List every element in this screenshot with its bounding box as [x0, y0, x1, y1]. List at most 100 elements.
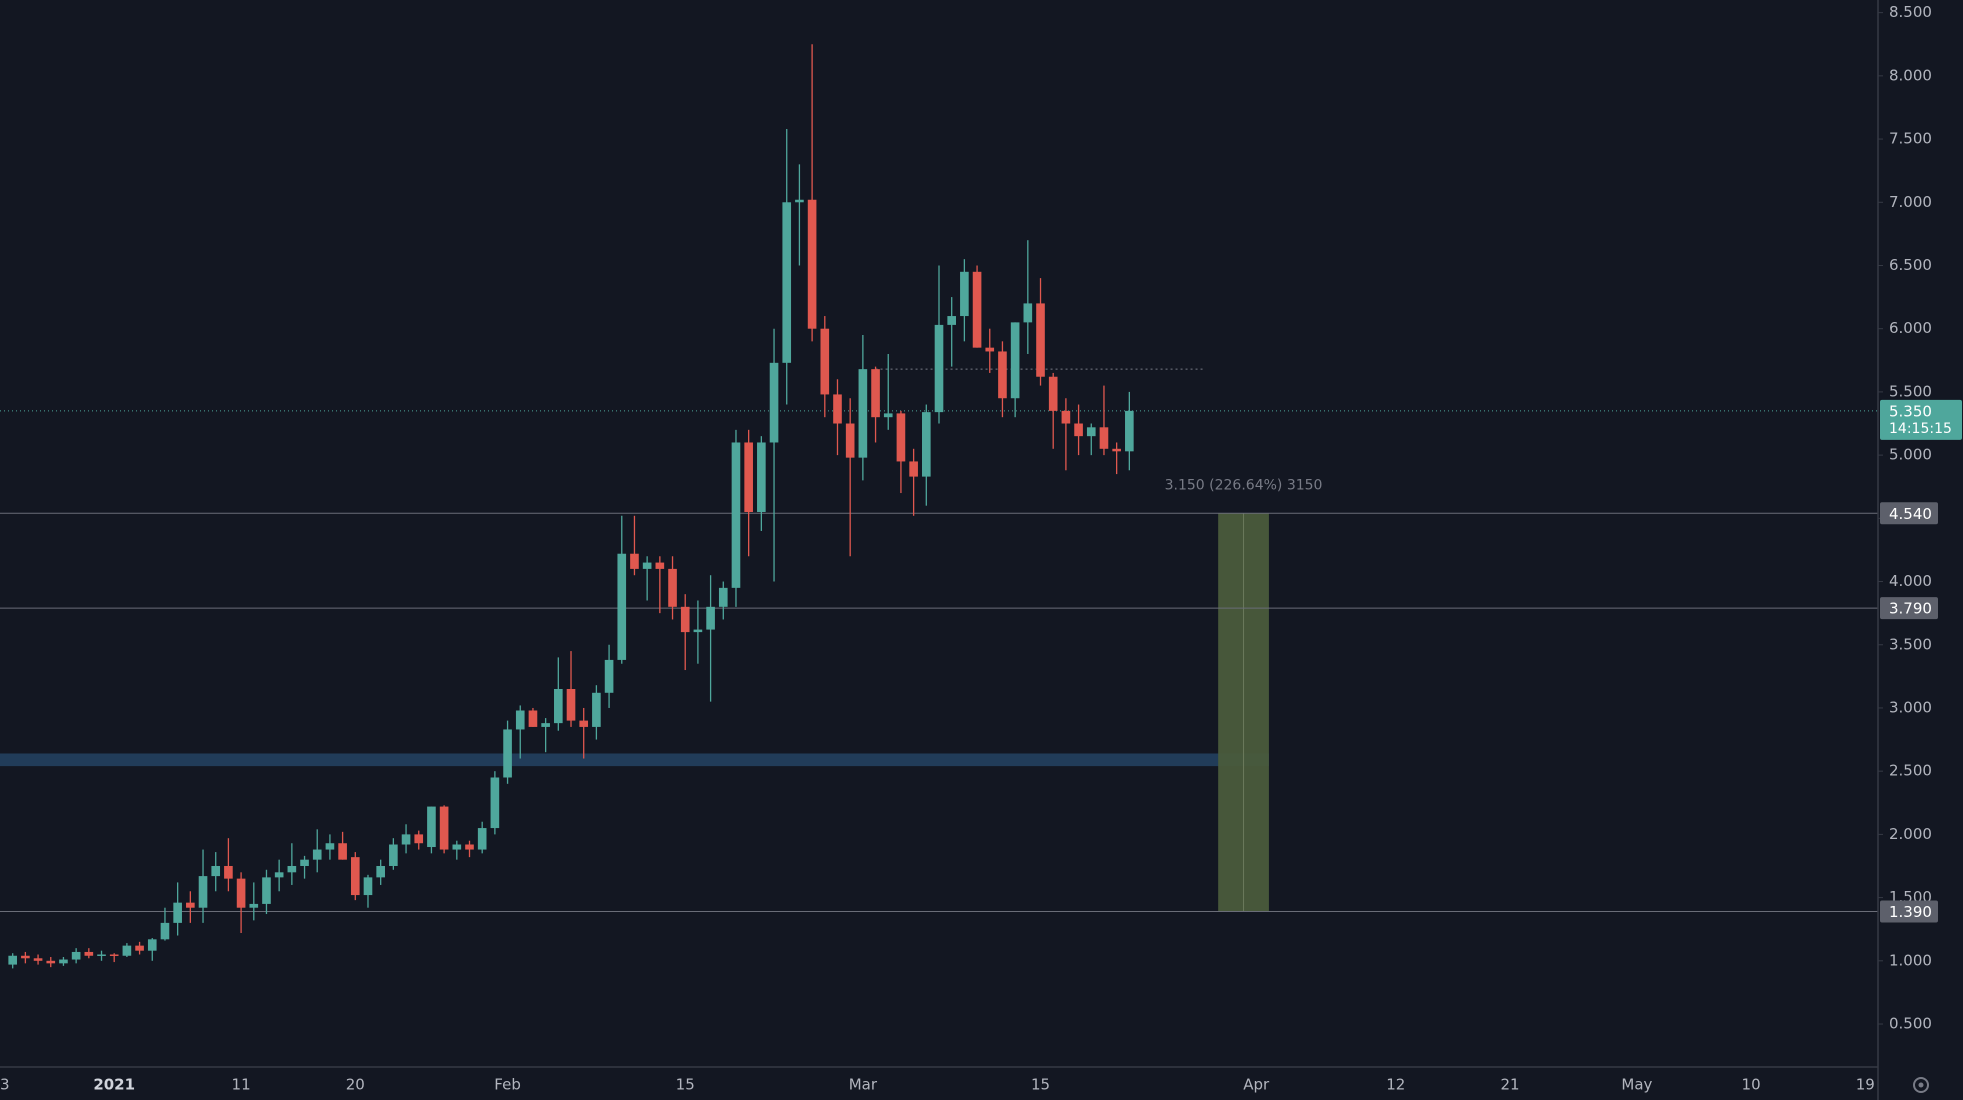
y-tick-label: 7.000	[1889, 193, 1932, 211]
x-tick-label: Apr	[1243, 1076, 1270, 1094]
candle-body	[693, 629, 703, 633]
candle-body	[186, 902, 195, 908]
candle-body	[147, 939, 157, 951]
x-tick-label: 20	[346, 1076, 365, 1094]
zone-band	[0, 753, 1269, 767]
candle-body	[465, 844, 474, 850]
candle-body	[668, 568, 677, 607]
candle-body	[731, 442, 741, 588]
candle-body	[871, 369, 880, 418]
candle-body	[541, 723, 550, 727]
candle-body	[1074, 423, 1083, 437]
candle-body	[858, 369, 868, 458]
candle-body	[109, 954, 119, 956]
level-label: 3.790	[1889, 600, 1932, 618]
candle-body	[414, 834, 424, 844]
candle-body	[921, 412, 931, 477]
x-tick-label: Mar	[849, 1076, 878, 1094]
level-label: 1.390	[1889, 903, 1932, 921]
y-tick-label: 4.000	[1889, 572, 1932, 590]
candle-body	[274, 872, 284, 878]
candle-body	[1061, 410, 1071, 424]
candle-body	[376, 865, 385, 878]
candle-body	[617, 553, 627, 660]
candle-body	[554, 688, 563, 724]
candle-body	[998, 351, 1007, 399]
candle-body	[757, 442, 766, 513]
candle-body	[350, 857, 360, 896]
candle-body	[630, 553, 639, 569]
y-tick-label: 8.000	[1889, 66, 1932, 84]
candle-body	[503, 729, 512, 778]
level-label: 4.540	[1889, 505, 1932, 523]
candle-body	[579, 720, 589, 727]
level-label-box	[1880, 502, 1938, 525]
candle-body	[312, 849, 322, 860]
candle-body	[135, 945, 144, 951]
y-tick-label: 6.500	[1889, 256, 1932, 274]
candle-body	[122, 945, 132, 956]
x-tick-label: 10	[1742, 1076, 1761, 1094]
candle-body	[1099, 427, 1109, 449]
x-tick-label: 21	[1500, 1076, 1519, 1094]
candle-body	[287, 865, 297, 873]
candle-body	[972, 271, 982, 348]
gear	[1913, 1077, 1929, 1093]
candle-body	[604, 659, 614, 693]
candle-body	[960, 271, 969, 317]
candle-body	[744, 442, 753, 513]
y-tick-label: 6.000	[1889, 319, 1932, 337]
candle-body	[401, 834, 411, 845]
x-tick-label: 11	[232, 1076, 251, 1094]
candle-body	[160, 922, 170, 940]
candle-body	[236, 878, 246, 908]
candle-body	[363, 877, 373, 896]
candle-body	[84, 951, 94, 956]
candle-body	[1112, 448, 1121, 452]
candle-body	[655, 562, 665, 569]
candle-body	[985, 347, 995, 352]
x-tick-label: 19	[1856, 1076, 1875, 1094]
candle-body	[528, 710, 538, 727]
candle-body	[97, 954, 106, 956]
x-tick-label: 12	[1386, 1076, 1405, 1094]
candle-body	[718, 587, 728, 607]
x-tick-label: Feb	[494, 1076, 521, 1094]
candle-body	[566, 688, 576, 721]
candle-body	[1010, 322, 1020, 399]
candle-body	[896, 413, 906, 462]
plot-area: 3.150 (226.64%) 3150	[0, 44, 1878, 969]
y-tick-label: 8.500	[1889, 3, 1932, 21]
y-tick-label: 1.000	[1889, 951, 1932, 969]
y-tick-label: 5.000	[1889, 446, 1932, 464]
y-tick-label: 7.500	[1889, 130, 1932, 148]
candle-body	[59, 959, 68, 964]
candle-body	[947, 316, 957, 325]
y-tick-label: 3.500	[1889, 635, 1932, 653]
y-tick-label: 0.500	[1889, 1015, 1932, 1033]
x-tick-label: 23	[0, 1076, 10, 1094]
candle-body	[642, 562, 652, 569]
candle-body	[71, 951, 81, 960]
candle-body	[680, 606, 690, 633]
candle-body	[883, 413, 893, 418]
candle-body	[1048, 376, 1058, 411]
level-label-box	[1880, 900, 1938, 923]
candle-body	[820, 328, 830, 395]
candle-body	[249, 903, 259, 908]
settings-icon[interactable]	[1913, 1077, 1929, 1093]
candle-body	[173, 902, 182, 923]
candle-body	[1086, 427, 1096, 437]
y-tick-label: 3.000	[1889, 698, 1932, 716]
candle-body	[490, 777, 500, 829]
candle-body	[477, 828, 487, 850]
candle-body	[934, 324, 944, 413]
candle-body	[706, 606, 715, 630]
x-tick-label: 2021	[93, 1076, 135, 1094]
candle-body	[782, 202, 792, 363]
y-tick-label: 2.000	[1889, 825, 1932, 843]
candle-body	[515, 710, 525, 730]
x-tick-label: 15	[1031, 1076, 1050, 1094]
